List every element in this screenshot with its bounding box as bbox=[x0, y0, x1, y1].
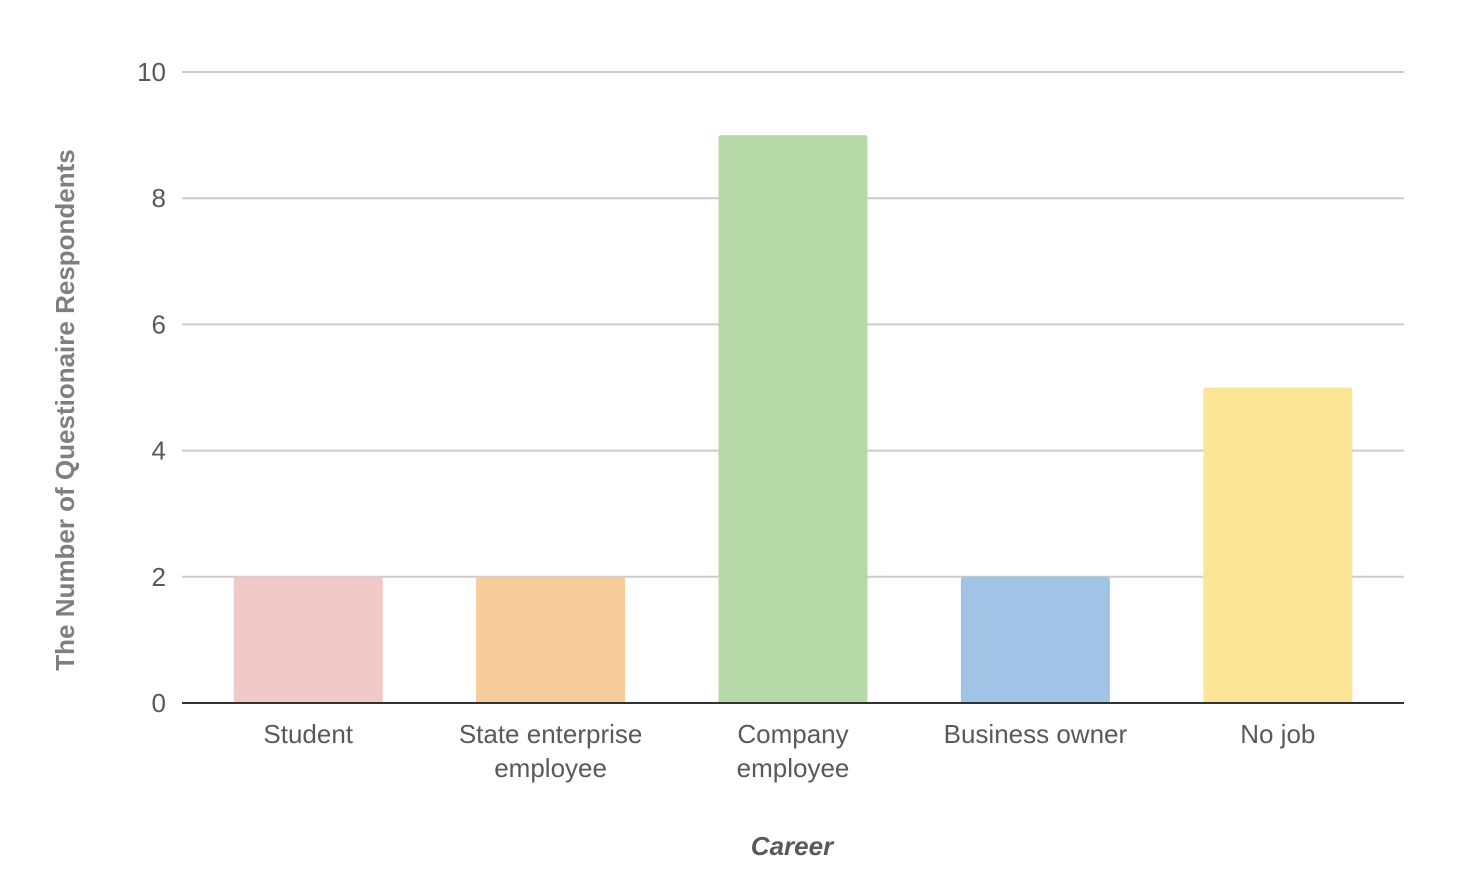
x-axis-category-labels: Student State enterprise employee Company em… bbox=[263, 719, 1315, 783]
y-tick-label: 10 bbox=[137, 57, 166, 87]
x-tick-label: No job bbox=[1240, 719, 1315, 749]
x-tick-label-line: employee bbox=[494, 753, 607, 783]
bar-company-employee bbox=[718, 135, 868, 704]
bar-business-owner bbox=[960, 576, 1110, 703]
bar-state-enterprise-employee bbox=[476, 576, 626, 703]
y-tick-label: 2 bbox=[152, 562, 166, 592]
x-tick-label-line: Student bbox=[263, 719, 353, 749]
y-tick-label: 4 bbox=[152, 436, 166, 466]
y-tick-label: 8 bbox=[152, 183, 166, 213]
x-axis-title: Career bbox=[751, 831, 835, 861]
y-axis-ticks: 0 2 4 6 8 10 bbox=[137, 57, 166, 718]
y-tick-label: 0 bbox=[152, 688, 166, 718]
x-tick-label: Business owner bbox=[944, 719, 1128, 749]
x-tick-label-line: Company bbox=[737, 719, 848, 749]
x-tick-label-line: Business owner bbox=[944, 719, 1128, 749]
bar-student bbox=[233, 576, 383, 703]
x-tick-label: Student bbox=[263, 719, 353, 749]
y-axis-title: The Number of Questionaire Respondents bbox=[50, 149, 80, 671]
y-tick-label: 6 bbox=[152, 309, 166, 339]
bars bbox=[233, 135, 1353, 704]
bar-no-job bbox=[1203, 387, 1353, 703]
x-tick-label-line: No job bbox=[1240, 719, 1315, 749]
x-tick-label-line: State enterprise bbox=[459, 719, 643, 749]
x-tick-label: Company employee bbox=[737, 719, 850, 783]
x-tick-label-line: employee bbox=[737, 753, 850, 783]
x-tick-label: State enterprise employee bbox=[459, 719, 643, 783]
